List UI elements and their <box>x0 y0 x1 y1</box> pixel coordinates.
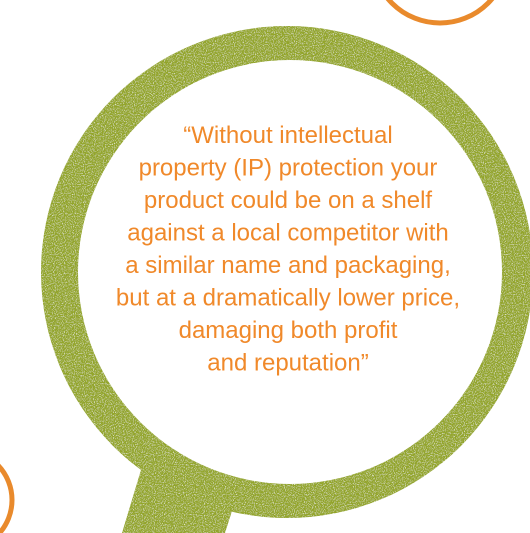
quote-graphic: “Without intellectual property (IP) prote… <box>0 0 530 533</box>
quote-line: and reputation” <box>207 350 368 377</box>
quote-line: against a local competitor with <box>127 220 449 247</box>
quote-line: product could be on a shelf <box>144 187 433 214</box>
quote-line: “Without intellectual <box>183 122 392 149</box>
quote-line: but at a dramatically lower price, <box>116 285 460 312</box>
decor-ring <box>372 0 508 23</box>
quote-line: property (IP) protection your <box>139 155 438 182</box>
quote-line: damaging both profit <box>179 317 398 344</box>
page: {"quote": {"lines": [ "\u201cWithout int… <box>0 0 530 533</box>
quote-line: a similar name and packaging, <box>125 252 451 279</box>
decor-ring <box>0 450 12 533</box>
